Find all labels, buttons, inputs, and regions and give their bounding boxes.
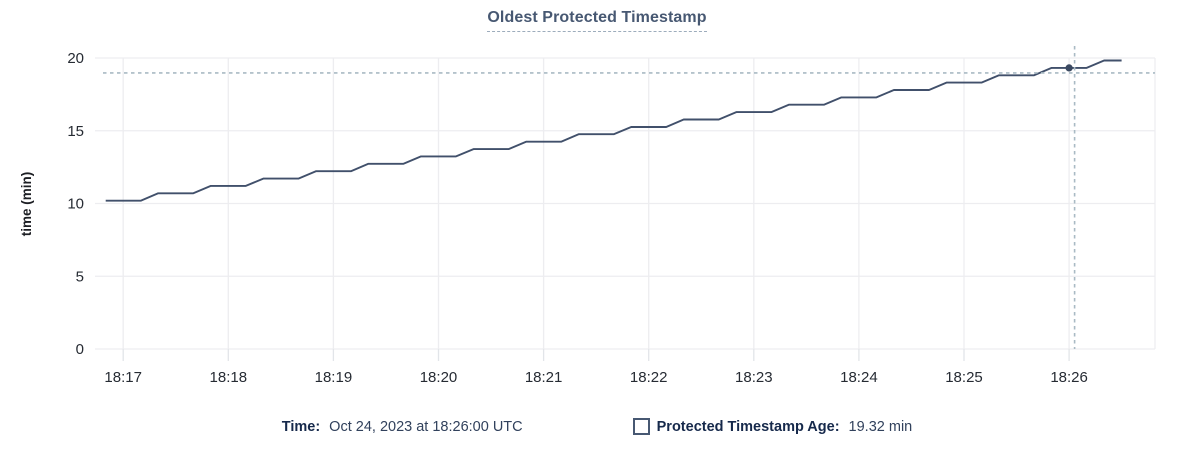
y-tick-label: 0 — [76, 341, 84, 358]
series-checkbox-icon[interactable] — [632, 418, 650, 435]
y-tick-label: 5 — [76, 268, 84, 285]
x-tick-label: 18:17 — [104, 369, 142, 386]
y-tick-label: 10 — [67, 196, 84, 213]
hover-legend-series: Protected Timestamp Age: 19.32 min — [632, 418, 913, 435]
time-value: Oct 24, 2023 at 18:26:00 UTC — [329, 418, 523, 435]
x-tick-label: 18:18 — [210, 369, 248, 386]
x-tick-label: 18:24 — [840, 369, 878, 386]
hover-legend-time: Time: Oct 24, 2023 at 18:26:00 UTC — [282, 419, 523, 435]
y-tick-label: 20 — [67, 50, 84, 67]
time-label: Time: — [281, 418, 321, 435]
x-tick-label: 18:21 — [525, 369, 563, 386]
x-tick-label: 18:25 — [945, 369, 983, 386]
x-tick-label: 18:23 — [735, 369, 773, 386]
series-line — [105, 59, 1122, 202]
hover-point-dot — [1065, 64, 1073, 72]
x-tick-label: 18:22 — [630, 369, 668, 386]
y-tick-label: 15 — [67, 123, 84, 140]
timeseries-plot-area[interactable]: 0 5 10 15 20 18:17 18:18 18:19 18:20 18:21 18:22 18… — [0, 0, 1194, 400]
x-tick-label: 18:26 — [1050, 369, 1088, 386]
x-tick-label: 18:20 — [420, 369, 458, 386]
chart-title[interactable]: Oldest Protected Timestamp — [487, 9, 707, 32]
y-axis-label: time (min) — [19, 172, 34, 237]
x-tick-label: 18:19 — [315, 369, 353, 386]
chart-header: Oldest Protected Timestamp — [0, 9, 1194, 32]
series-value: 19.32 min — [848, 418, 913, 435]
series-label: Protected Timestamp Age: — [656, 418, 840, 435]
hover-legend: Time: Oct 24, 2023 at 18:26:00 UTC Prote… — [0, 418, 1194, 435]
